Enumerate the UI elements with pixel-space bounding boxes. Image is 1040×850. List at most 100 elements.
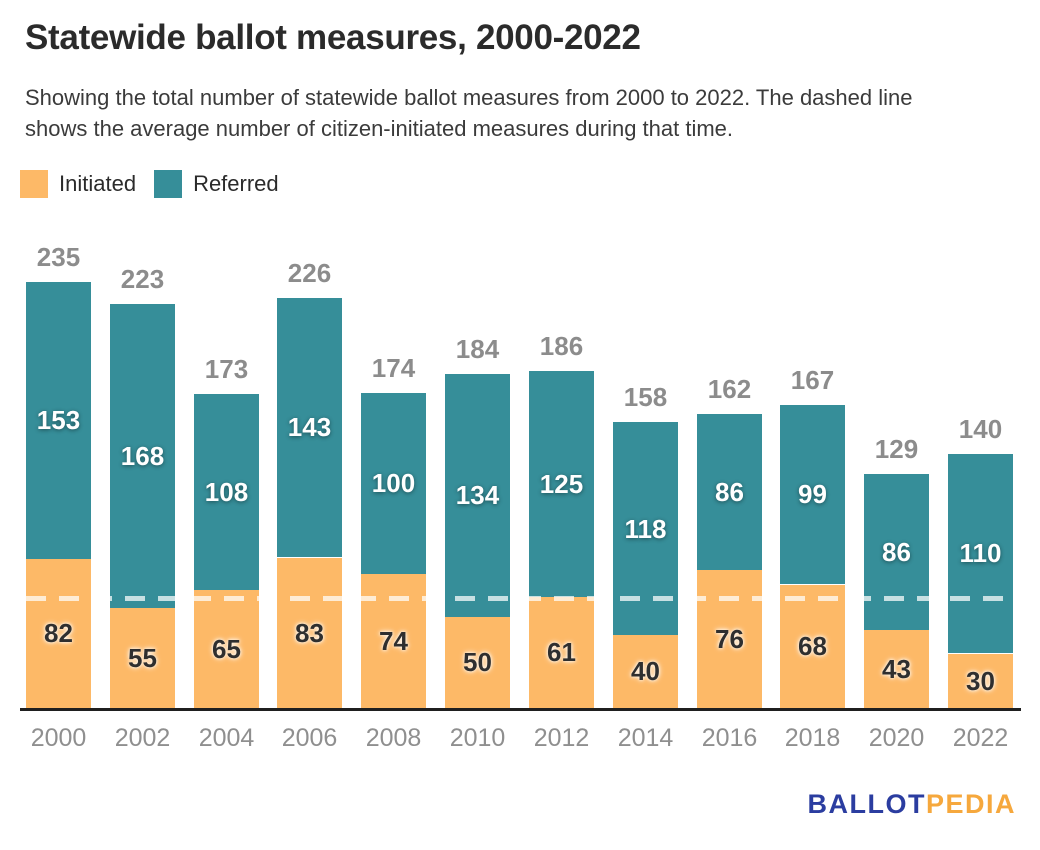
legend-swatch-initiated [20, 170, 48, 198]
average-initiated-dashed-line [26, 596, 1013, 601]
chart-title: Statewide ballot measures, 2000-2022 [25, 18, 641, 57]
bar-segment-initiated-2002: 55 [110, 608, 175, 708]
bar-group-2014: 118 40 158 2014 [613, 382, 678, 752]
legend-label-referred: Referred [193, 171, 279, 196]
bar-group-2008: 100 74 174 2008 [361, 353, 426, 752]
bar-segment-initiated-2004: 65 [194, 590, 259, 708]
bar-segment-initiated-2020: 43 [864, 630, 929, 708]
referred-value-label: 86 [882, 536, 911, 567]
legend-item-initiated: Initiated [20, 170, 136, 198]
initiated-value-label: 68 [798, 631, 827, 661]
total-value-label: 184 [455, 334, 500, 364]
total-value-label: 223 [120, 264, 165, 294]
referred-value-label: 86 [715, 476, 744, 507]
x-axis-label-2002: 2002 [114, 724, 171, 752]
referred-value-label: 168 [120, 441, 165, 471]
initiated-value-label: 76 [715, 623, 744, 654]
bar-segment-referred-2010: 134 [445, 374, 510, 617]
total-value-label: 174 [371, 353, 416, 383]
referred-value-label: 108 [204, 476, 249, 507]
logo-pedia: PEDIA [925, 789, 1016, 819]
total-value-label: 162 [707, 374, 752, 404]
initiated-value-label: 74 [379, 625, 408, 656]
bar-segment-referred-2006: 143 [277, 298, 342, 557]
referred-value-label: 100 [371, 468, 416, 498]
x-axis-label-2010: 2010 [449, 724, 506, 752]
referred-value-label: 118 [624, 513, 667, 544]
bar-segment-initiated-2000: 82 [26, 559, 91, 708]
stacked-bar-chart: 153 82 235 2000 168 55 223 2002 108 65 173 2004 143 8… [26, 240, 1013, 752]
bar-segment-referred-2000: 153 [26, 282, 91, 559]
initiated-value-label: 50 [463, 647, 492, 677]
legend: Initiated Referred [20, 170, 279, 198]
initiated-value-label: 40 [631, 656, 660, 686]
bar-group-2022: 110 30 140 2022 [948, 414, 1013, 752]
total-value-label: 158 [623, 382, 668, 412]
bar-group-2006: 143 83 226 2006 [277, 258, 342, 752]
x-axis-label-2018: 2018 [784, 724, 841, 752]
legend-swatch-referred [154, 170, 183, 198]
bar-group-2020: 86 43 129 2020 [864, 434, 929, 752]
bar-group-2012: 125 61 186 2012 [529, 331, 594, 752]
x-axis-label-2014: 2014 [617, 724, 674, 752]
total-value-label: 167 [790, 365, 835, 395]
total-value-label: 186 [539, 331, 584, 361]
x-axis-label-2020: 2020 [868, 724, 925, 752]
chart-subtitle: Showing the total number of statewide ba… [25, 85, 913, 141]
total-value-label: 140 [958, 414, 1003, 444]
bar-group-2016: 86 76 162 2016 [697, 374, 762, 752]
bar-segment-referred-2012: 125 [529, 371, 594, 598]
initiated-value-label: 65 [212, 633, 241, 664]
bar-segment-initiated-2022: 30 [948, 654, 1013, 708]
total-value-label: 235 [36, 242, 81, 272]
bar-segment-referred-2004: 108 [194, 394, 259, 590]
x-axis-label-2004: 2004 [198, 724, 255, 752]
bar-segment-referred-2018: 99 [780, 405, 845, 584]
bar-group-2018: 99 68 167 2018 [780, 365, 845, 752]
logo-ballot: BALLOT [807, 789, 926, 819]
x-axis-line [20, 708, 1021, 711]
bar-group-2010: 134 50 184 2010 [445, 334, 510, 752]
legend-item-referred: Referred [154, 170, 279, 198]
total-value-label: 173 [204, 354, 249, 384]
x-axis-label-2000: 2000 [30, 724, 87, 752]
initiated-value-label: 83 [295, 617, 324, 648]
total-value-label: 129 [874, 434, 919, 464]
bar-segment-referred-2014: 118 [613, 422, 678, 636]
initiated-value-label: 55 [128, 642, 157, 673]
bar-segment-referred-2020: 86 [864, 474, 929, 630]
bar-segment-referred-2016: 86 [697, 414, 762, 570]
x-axis-label-2022: 2022 [952, 724, 1009, 752]
bar-segment-initiated-2010: 50 [445, 617, 510, 708]
bar-group-2004: 108 65 173 2004 [194, 354, 259, 752]
initiated-value-label: 82 [44, 618, 73, 648]
referred-value-label: 99 [798, 479, 827, 509]
referred-value-label: 125 [539, 469, 584, 499]
x-axis-label-2016: 2016 [701, 724, 758, 752]
initiated-value-label: 61 [547, 637, 576, 667]
bar-segment-initiated-2016: 76 [697, 570, 762, 708]
bar-segment-initiated-2018: 68 [780, 585, 845, 708]
initiated-value-label: 43 [882, 653, 911, 684]
referred-value-label: 110 [959, 538, 1002, 568]
x-axis-label-2012: 2012 [533, 724, 590, 752]
bar-segment-referred-2008: 100 [361, 393, 426, 574]
bar-segment-referred-2022: 110 [948, 454, 1013, 653]
total-value-label: 226 [287, 258, 332, 288]
bar-segment-initiated-2006: 83 [277, 558, 342, 708]
bar-segment-initiated-2012: 61 [529, 597, 594, 708]
initiated-value-label: 30 [966, 665, 995, 696]
x-axis-label-2008: 2008 [365, 724, 422, 752]
bar-segment-initiated-2014: 40 [613, 635, 678, 708]
referred-value-label: 134 [455, 480, 500, 510]
bar-group-2000: 153 82 235 2000 [26, 242, 91, 752]
referred-value-label: 153 [36, 405, 81, 435]
bar-segment-referred-2002: 168 [110, 304, 175, 609]
bar-segment-initiated-2008: 74 [361, 574, 426, 708]
x-axis-label-2006: 2006 [281, 724, 338, 752]
ballotpedia-logo: BALLOTPEDIA [807, 789, 1016, 820]
referred-value-label: 143 [287, 412, 332, 442]
legend-label-initiated: Initiated [59, 171, 137, 196]
bar-group-2002: 168 55 223 2002 [110, 264, 175, 752]
